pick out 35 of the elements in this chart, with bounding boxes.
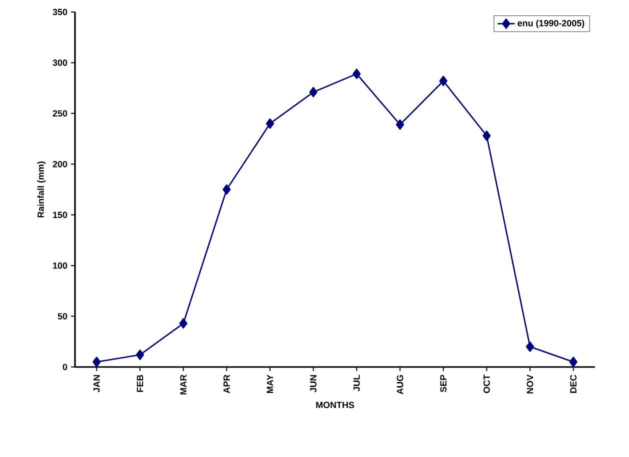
- y-tick-label: 100: [53, 262, 68, 269]
- y-tick-label: 350: [52, 8, 68, 16]
- point: [396, 119, 404, 130]
- y-tick-label: 0: [62, 364, 68, 370]
- x-tick-label: JAN: [94, 375, 100, 392]
- point: [352, 68, 361, 80]
- point: [222, 184, 231, 195]
- point: [136, 350, 144, 360]
- y-tick-label: 50: [58, 313, 68, 320]
- y-tick-label: 300: [52, 60, 68, 66]
- y-tick-label: 150: [53, 212, 68, 218]
- legend-label: enu (1990-2005): [518, 20, 584, 28]
- y-tick-label: 250: [52, 110, 68, 117]
- x-tick-label: MAY: [266, 374, 274, 394]
- x-tick-label: OCT: [483, 374, 490, 394]
- point: [309, 86, 318, 98]
- x-tick-label: JUN: [310, 375, 316, 392]
- point: [569, 356, 578, 368]
- x-tick-label: AUG: [396, 375, 404, 394]
- point: [92, 356, 101, 368]
- y-tick-label: 200: [52, 160, 68, 168]
- x-tick-label: NOV: [526, 374, 534, 394]
- x-tick-label: MAR: [180, 374, 186, 394]
- x-tick-label: JUL: [354, 374, 360, 392]
- x-tick-label: FEB: [136, 374, 144, 392]
- x-axis-title: MONTHS: [316, 402, 354, 408]
- point: [439, 76, 448, 86]
- y-axis-title: Rainfall (mm): [37, 162, 46, 218]
- x-tick-label: DEC: [570, 374, 577, 393]
- point: [179, 318, 188, 329]
- point: [526, 342, 534, 352]
- x-tick-label: SEP: [440, 374, 447, 392]
- x-tick-label: APR: [224, 374, 230, 394]
- point: [482, 130, 491, 141]
- point: [266, 118, 274, 129]
